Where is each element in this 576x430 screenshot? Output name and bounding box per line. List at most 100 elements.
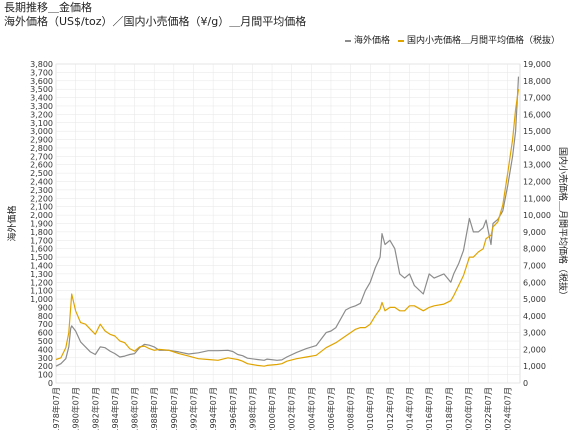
y-right-tick-label: 17,000 bbox=[523, 94, 551, 103]
legend-item-domestic[interactable]: 国内小売価格＿月間平均価格（税抜） bbox=[397, 35, 560, 47]
y-left-tick-label: 200 bbox=[38, 362, 53, 371]
chart-legend: 海外価格 国内小売価格＿月間平均価格（税抜） bbox=[344, 35, 560, 47]
y-right-tick-label: 0 bbox=[523, 379, 528, 388]
x-tick-label: 2000年07月 bbox=[267, 387, 277, 430]
x-tick-label: 2004年07月 bbox=[306, 387, 316, 430]
x-tick-label: 1986年07月 bbox=[130, 387, 140, 430]
y-left-tick-label: 400 bbox=[38, 345, 53, 354]
y-left-tick-label: 1,900 bbox=[30, 220, 53, 229]
y-right-tick-label: 15,000 bbox=[523, 127, 551, 136]
chart-subtitle: 海外価格（US$/toz）／国内小売価格（¥/g）＿月間平均価格 bbox=[4, 15, 307, 28]
y-left-tick-label: 2,200 bbox=[30, 194, 53, 203]
y-left-tick-label: 3,400 bbox=[30, 94, 53, 103]
y-left-tick-label: 3,500 bbox=[30, 85, 53, 94]
legend-swatch-domestic bbox=[397, 40, 404, 42]
y-right-tick-label: 10,000 bbox=[523, 211, 551, 220]
y-right-tick-label: 1,000 bbox=[523, 362, 546, 371]
y-left-tick-label: 600 bbox=[38, 329, 53, 338]
y-left-tick-label: 2,600 bbox=[30, 161, 53, 170]
y-left-tick-label: 3,100 bbox=[30, 119, 53, 128]
x-tick-label: 2024年07月 bbox=[503, 387, 513, 430]
y-left-tick-label: 300 bbox=[38, 354, 53, 363]
y-right-tick-label: 19,000 bbox=[523, 60, 551, 69]
y-left-tick-label: 1,500 bbox=[30, 253, 53, 262]
y-left-tick-label: 3,300 bbox=[30, 102, 53, 111]
y-left-tick-label: 3,200 bbox=[30, 110, 53, 119]
x-tick-label: 2010年07月 bbox=[365, 387, 375, 430]
y-left-tick-label: 1,400 bbox=[30, 261, 53, 270]
y-left-tick-label: 2,700 bbox=[30, 152, 53, 161]
y-left-tick-label: 3,700 bbox=[30, 68, 53, 77]
x-tick-label: 2006年07月 bbox=[326, 387, 336, 430]
y-left-tick-label: 1,100 bbox=[30, 287, 53, 296]
chart-title: 長期推移＿金価格 bbox=[4, 1, 92, 14]
y-left-tick-label: 100 bbox=[38, 371, 53, 380]
y-right-tick-label: 13,000 bbox=[523, 161, 551, 170]
y-right-tick-label: 18,000 bbox=[523, 77, 551, 86]
y-left-tick-label: 3,800 bbox=[30, 60, 53, 69]
y-left-tick-label: 1,000 bbox=[30, 295, 53, 304]
legend-label-domestic: 国内小売価格＿月間平均価格（税抜） bbox=[406, 36, 560, 46]
y-right-tick-label: 4,000 bbox=[523, 312, 546, 321]
y-axis-right: 0 1,000 2,000 3,000 4,000 5,000 6,000 7,000 8,00… bbox=[523, 60, 551, 388]
y-axis-left: 01002003004005006007008009001,0001,1001,… bbox=[30, 60, 53, 388]
y-left-tick-label: 2,800 bbox=[30, 144, 53, 153]
y-right-tick-label: 8,000 bbox=[523, 245, 546, 254]
y-left-tick-label: 2,300 bbox=[30, 186, 53, 195]
y-right-tick-label: 6,000 bbox=[523, 278, 546, 287]
grid-lines bbox=[55, 63, 521, 384]
x-tick-label: 1994年07月 bbox=[208, 387, 218, 430]
x-tick-label: 1998年07月 bbox=[247, 387, 257, 430]
y-left-tick-label: 700 bbox=[38, 320, 53, 329]
y-left-tick-label: 900 bbox=[38, 303, 53, 312]
x-tick-label: 1996年07月 bbox=[228, 387, 238, 430]
x-tick-label: 2012年07月 bbox=[385, 387, 395, 430]
x-tick-label: 2018年07月 bbox=[444, 387, 454, 430]
x-tick-label: 1982年07月 bbox=[90, 387, 100, 430]
y-left-tick-label: 2,400 bbox=[30, 178, 53, 187]
x-tick-label: 1990年07月 bbox=[169, 387, 179, 430]
y-left-tick-label: 800 bbox=[38, 312, 53, 321]
series-line-overseas bbox=[55, 76, 520, 367]
y-left-tick-label: 1,800 bbox=[30, 228, 53, 237]
x-tick-label: 1984年07月 bbox=[110, 387, 120, 430]
y-left-tick-label: 2,500 bbox=[30, 169, 53, 178]
legend-item-overseas[interactable]: 海外価格 bbox=[344, 35, 390, 47]
series-lines bbox=[55, 76, 520, 367]
x-tick-label: 1988年07月 bbox=[149, 387, 159, 430]
y-left-tick-label: 1,600 bbox=[30, 245, 53, 254]
y-right-tick-label: 11,000 bbox=[523, 194, 551, 203]
x-tick-label: 2020年07月 bbox=[463, 387, 473, 430]
y-right-tick-label: 16,000 bbox=[523, 110, 551, 119]
y-left-tick-label: 1,300 bbox=[30, 270, 53, 279]
y-axis-left-title: 海外価格 bbox=[6, 205, 18, 241]
x-tick-label: 2016年07月 bbox=[424, 387, 434, 430]
y-right-tick-label: 12,000 bbox=[523, 178, 551, 187]
x-tick-label: 2002年07月 bbox=[287, 387, 297, 430]
y-right-tick-label: 14,000 bbox=[523, 144, 551, 153]
y-right-tick-label: 3,000 bbox=[523, 329, 546, 338]
y-left-tick-label: 3,600 bbox=[30, 77, 53, 86]
y-axis-right-title: 国内小売価格＿月間平均価格（税抜） bbox=[557, 147, 569, 300]
y-right-tick-label: 2,000 bbox=[523, 345, 546, 354]
x-tick-label: 1978年07月 bbox=[51, 387, 61, 430]
y-left-tick-label: 1,200 bbox=[30, 278, 53, 287]
y-left-tick-label: 500 bbox=[38, 337, 53, 346]
legend-swatch-overseas bbox=[344, 40, 351, 42]
x-tick-label: 2022年07月 bbox=[483, 387, 493, 430]
y-left-tick-label: 2,000 bbox=[30, 211, 53, 220]
y-right-tick-label: 7,000 bbox=[523, 261, 546, 270]
legend-label-overseas: 海外価格 bbox=[353, 36, 390, 46]
y-left-tick-label: 3,000 bbox=[30, 127, 53, 136]
x-tick-label: 2014年07月 bbox=[405, 387, 415, 430]
y-left-tick-label: 2,900 bbox=[30, 136, 53, 145]
series-line-domestic bbox=[55, 89, 520, 367]
x-tick-label: 1992年07月 bbox=[188, 387, 198, 430]
x-tick-label: 1980年07月 bbox=[71, 387, 81, 430]
x-tick-label: 2008年07月 bbox=[346, 387, 356, 430]
y-right-tick-label: 9,000 bbox=[523, 228, 546, 237]
y-right-tick-label: 5,000 bbox=[523, 295, 546, 304]
y-left-tick-label: 0 bbox=[48, 379, 53, 388]
y-left-tick-label: 1,700 bbox=[30, 236, 53, 245]
